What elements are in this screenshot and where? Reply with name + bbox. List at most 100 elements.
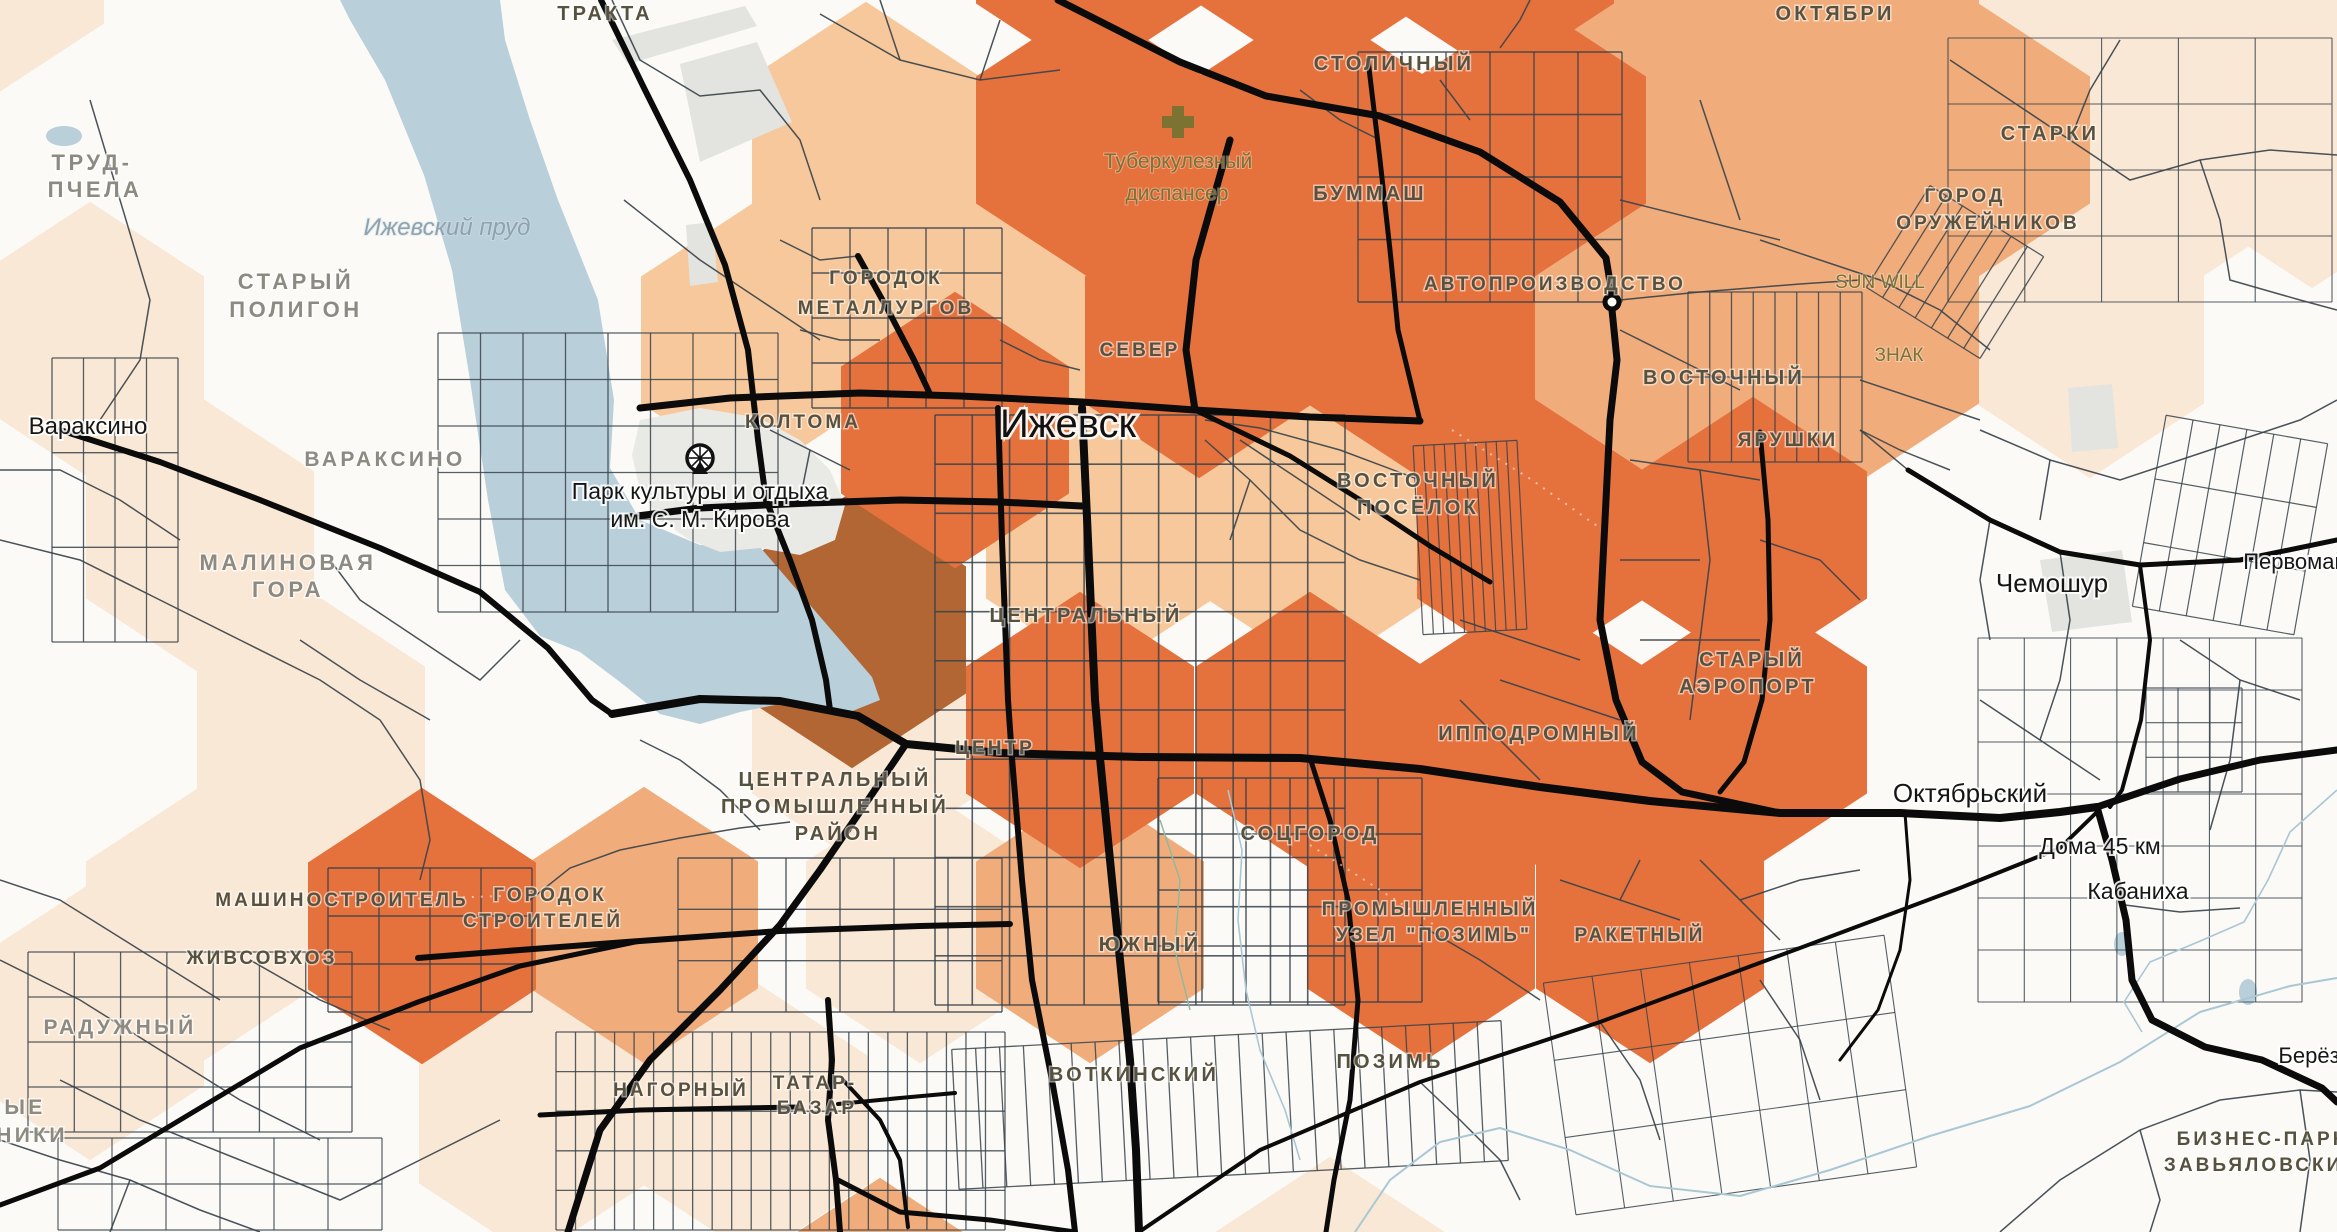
district-label: ЦЕНТРАЛЬНЫЙ [990,603,1183,627]
major-road [836,1091,957,1106]
minor-road [1859,429,1909,471]
minor-road [299,639,431,721]
minor-road [1999,1089,2337,1232]
major-road [1137,810,2099,1232]
major-road [2093,746,2337,811]
major-road [564,740,910,1232]
street [2165,414,2328,445]
street [1575,1166,1917,1216]
district-label: МАЛИНОВАЯ [200,550,377,575]
street [1422,445,1435,635]
minor-road [999,339,1081,371]
street [1422,628,1527,636]
district-label: ПРОМЫШЛЕННЫЙ [721,794,949,818]
street [1464,443,1476,632]
city-label: Ижевск [1000,402,1137,446]
street [1930,225,1996,329]
district-label: АЭРОПОРТ [1679,676,1817,698]
district-label: ЫЕ [4,1096,45,1119]
major-road [841,1078,910,1229]
street-grid [1865,185,2045,359]
minor-road [1419,1081,1521,1201]
ferris-wheel-icon [692,461,708,474]
district-label: СОЦГОРОД [1241,823,1380,845]
district-label: ОРУЖЕЙНИКОВ [1896,212,2079,234]
district-label: ПРОМЫШЛЕННЫЙ [1322,898,1539,920]
minor-road [979,19,1001,81]
street [2239,434,2275,626]
district-label: ГОРА [252,577,324,602]
district-label: ЦЕНТРАЛЬНЫЙ [739,767,932,791]
street [2293,443,2329,635]
minor-road [611,0,821,201]
district-label: МЕТАЛЛУРГОВ [798,298,974,319]
roundabout-icon [1602,292,1622,312]
minor-road [2199,159,2337,311]
minor-road [1419,924,1541,1001]
place-label: Кабаниха [2087,878,2188,904]
major-road [1838,811,1912,1062]
street-grid [811,227,1003,409]
rivers-layer [1159,789,2337,1232]
street [1428,1024,1438,1165]
street-grid [1157,777,1423,1003]
minor-road [109,1179,131,1232]
ferris-wheel-icon [699,457,709,467]
street-grid [327,867,533,1013]
river [1227,789,1301,1161]
minor-road [89,99,151,421]
district-label: ЦЕНТР [955,738,1035,759]
street [2158,419,2194,612]
district-label: ПОЗИМЬ [1336,1051,1443,1073]
pond-izhevsky [340,0,880,724]
district-label: ЯРУШКИ [1738,430,1838,451]
minor-road [1739,869,1861,901]
major-road [855,253,933,397]
street-grid [51,357,179,643]
district-label: ВОТКИНСКИЙ [1049,1062,1219,1086]
street [1786,948,1820,1181]
district-label: СТАРЫЙ [238,269,354,294]
major-road [598,0,833,713]
ferris-wheel-icon [685,443,715,474]
minor-road [639,739,761,831]
street [1022,1045,1032,1186]
district-label: ЖИВСОВХОЗ [185,948,337,969]
street [1882,195,1947,298]
street [1516,440,1528,630]
major-road [537,1104,803,1118]
hex-cell [0,0,104,92]
minor-road [1859,429,1951,471]
street [1443,444,1455,633]
street [1357,1028,1366,1169]
street [951,1049,960,1190]
minor-road [819,13,1061,81]
minor-road [1239,439,1361,521]
minor-road [0,879,221,1001]
street [1237,1034,1247,1175]
street [974,1048,984,1189]
district-label: КОЛТОМА [745,412,861,433]
district-label: ПЧЕЛА [48,177,143,202]
poi-label: ЗНАК [1875,345,1924,366]
street [959,1159,1509,1190]
street [2132,605,2295,636]
district-label: РАКЕТНЫЙ [1575,924,1706,946]
hex-cell [0,883,204,1161]
street [2212,429,2248,621]
minor-road [1859,379,1981,421]
minor-road [1689,469,1711,721]
street-grid [1412,439,1528,636]
street [1309,1030,1318,1171]
district-label: БИЗНЕС-ПАРК [2177,1129,2337,1150]
minor-road [2209,679,2241,831]
street [1883,935,1918,1168]
minor-road [1619,279,1861,301]
street [1142,1039,1151,1180]
minor-road [1499,679,1621,721]
minor-road [779,239,859,261]
poi-label: диспансер [1126,182,1229,205]
ferris-wheel-icon [691,449,701,459]
